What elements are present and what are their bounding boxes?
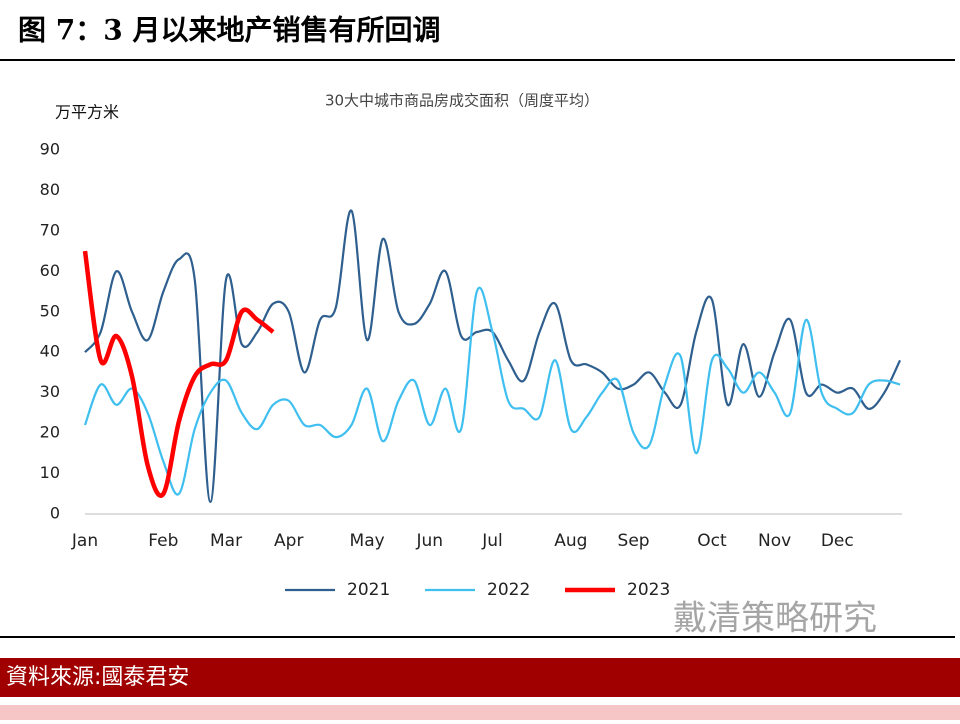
legend-label: 2022 [487, 580, 530, 600]
x-tick-label: Apr [274, 531, 303, 551]
y-tick-label: 0 [50, 504, 60, 523]
y-tick-label: 50 [40, 301, 60, 320]
x-tick-label: Aug [554, 531, 587, 551]
footer-band [0, 705, 960, 720]
source: 資料來源:國泰君安 [6, 665, 189, 690]
figure-title: 图 7：3 月以来地产销售有所回调 [18, 14, 440, 47]
x-tick-label: Jan [71, 531, 98, 551]
y-axis-label: 万平方米 [55, 103, 119, 122]
x-tick-label: Jun [416, 531, 444, 551]
x-tick-label: May [350, 531, 385, 551]
x-tick-label: Mar [210, 531, 242, 551]
x-tick-label: Dec [821, 531, 854, 551]
y-tick-label: 20 [40, 423, 60, 442]
y-tick-label: 60 [40, 261, 60, 280]
x-tick-label: Oct [697, 531, 727, 551]
x-tick-label: Sep [618, 531, 650, 551]
y-tick-label: 40 [40, 342, 60, 361]
x-tick-label: Nov [758, 531, 791, 551]
y-tick-label: 90 [40, 140, 60, 159]
series-line [84, 209, 901, 503]
y-tick-label: 10 [40, 463, 60, 482]
watermark: 戴清策略研究 [673, 599, 877, 639]
chart-title: 30大中城市商品房成交面积（周度平均） [325, 92, 599, 110]
y-tick-label: 30 [40, 382, 60, 401]
x-tick-label: Feb [148, 531, 178, 551]
series-line [82, 250, 275, 498]
source-band [0, 658, 960, 697]
x-tick-label: Jul [481, 531, 503, 551]
plot: 0 10 20 30 40 50 60 70 80 90 Jan Feb Mar Apr May Jun Jul… [40, 140, 901, 600]
legend-label: 2021 [347, 580, 390, 600]
legend-label: 2023 [627, 580, 670, 600]
y-tick-label: 70 [40, 220, 60, 239]
y-tick-label: 80 [40, 180, 60, 199]
series-line [83, 286, 901, 496]
